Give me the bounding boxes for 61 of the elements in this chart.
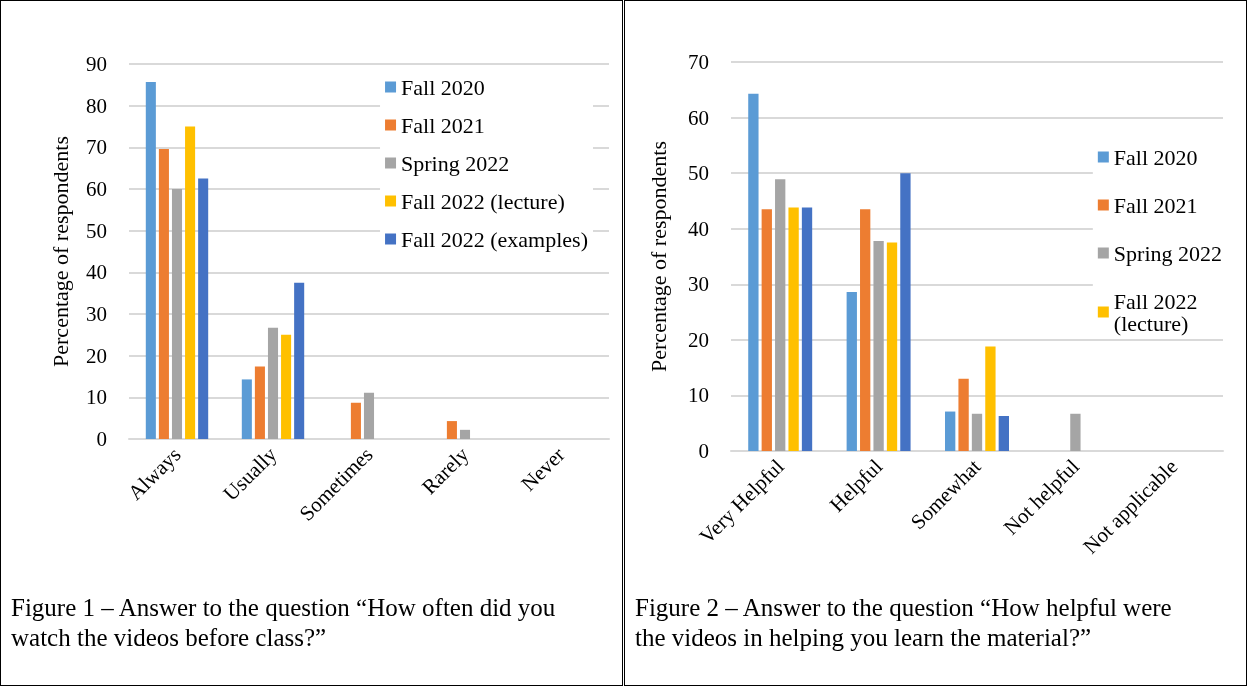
bar bbox=[267, 327, 279, 439]
bar bbox=[846, 292, 857, 451]
bar bbox=[985, 346, 996, 451]
bar bbox=[171, 189, 183, 439]
bar bbox=[900, 173, 911, 451]
bar bbox=[446, 421, 457, 439]
bar bbox=[459, 429, 471, 439]
y-axis-title: Percentage of respondents bbox=[645, 141, 671, 372]
bar bbox=[998, 415, 1009, 451]
y-axis-title: Percentage of respondents bbox=[47, 136, 73, 367]
y-tick-label: 60 bbox=[86, 177, 107, 201]
bar bbox=[761, 209, 772, 451]
bar bbox=[281, 334, 292, 439]
legend-label: Spring 2022 bbox=[401, 150, 510, 176]
legend-label: Fall 2022 (lecture) bbox=[1113, 288, 1198, 336]
y-tick-label: 90 bbox=[86, 52, 107, 76]
y-tick-label: 70 bbox=[688, 50, 709, 74]
bar bbox=[886, 242, 898, 451]
y-tick-label: 0 bbox=[698, 439, 709, 463]
y-tick-label: 20 bbox=[86, 343, 107, 368]
y-tick-label: 80 bbox=[86, 93, 107, 118]
y-tick-label: 70 bbox=[86, 135, 107, 160]
y-tick-label: 20 bbox=[688, 327, 709, 352]
y-tick-label: 0 bbox=[96, 427, 107, 451]
bar bbox=[873, 240, 884, 451]
y-tick-label: 50 bbox=[688, 161, 709, 186]
bar bbox=[241, 379, 252, 439]
y-tick-label: 30 bbox=[688, 272, 709, 297]
bar bbox=[350, 402, 361, 439]
legend-label: Spring 2022 bbox=[1113, 240, 1223, 266]
y-tick-label: 30 bbox=[86, 302, 107, 326]
bar bbox=[775, 179, 786, 451]
bar bbox=[971, 413, 983, 451]
y-tick-label: 10 bbox=[688, 383, 709, 408]
legend-label: Fall 2022 (lecture) bbox=[401, 188, 565, 214]
bar bbox=[860, 209, 871, 451]
bar bbox=[958, 378, 969, 451]
y-tick-label: 60 bbox=[688, 105, 709, 130]
bar bbox=[788, 207, 799, 451]
caption: Figure 1 – Answer to the question “How often did you watch the videos before class?” bbox=[11, 593, 557, 653]
bar bbox=[198, 178, 209, 439]
bar bbox=[158, 149, 169, 439]
bar bbox=[185, 126, 196, 439]
bar bbox=[801, 207, 813, 451]
legend-label: Fall 2020 bbox=[1113, 144, 1198, 170]
legend-label: Fall 2021 bbox=[1113, 192, 1198, 218]
y-tick-label: 40 bbox=[86, 260, 107, 285]
caption: Figure 2 – Answer to the question “How helpful were the videos in helping you learn the material?” bbox=[635, 593, 1173, 653]
bar bbox=[1070, 413, 1081, 451]
bar bbox=[748, 93, 759, 451]
y-tick-label: 10 bbox=[86, 385, 107, 410]
bar bbox=[254, 366, 265, 439]
y-tick-label: 40 bbox=[688, 216, 709, 241]
y-tick-label: 50 bbox=[86, 218, 107, 243]
legend-label: Fall 2020 bbox=[401, 74, 485, 100]
bar bbox=[294, 282, 305, 439]
legend-label: Fall 2021 bbox=[401, 112, 485, 138]
legend-label: Fall 2022 (examples) bbox=[401, 226, 589, 252]
bar bbox=[363, 392, 375, 439]
bar bbox=[945, 411, 956, 451]
bar bbox=[145, 81, 156, 439]
